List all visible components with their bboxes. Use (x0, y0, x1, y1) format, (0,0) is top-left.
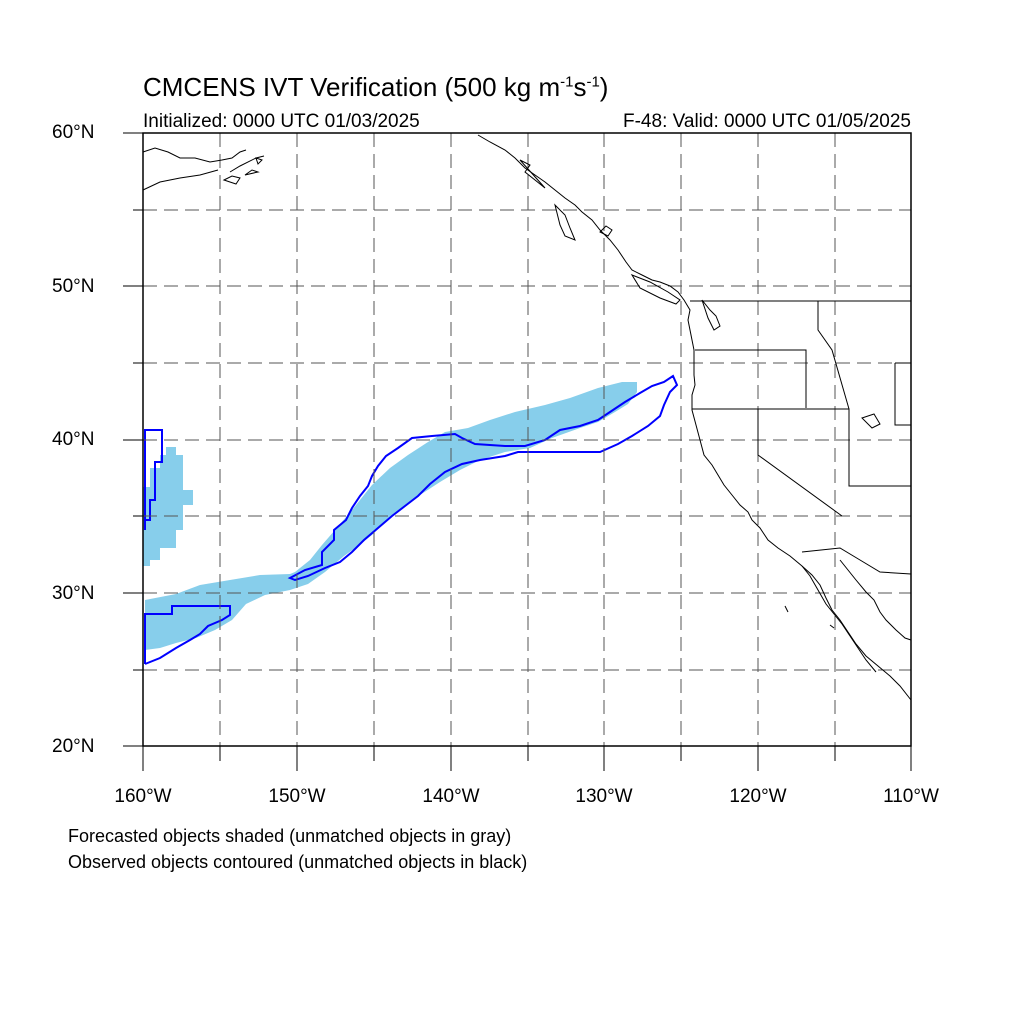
lon-label-120w: 120°W (729, 786, 787, 807)
valid-time: F-48: Valid: 0000 UTC 01/05/2025 (623, 111, 911, 132)
us-state-boundaries (692, 301, 912, 575)
graticule (143, 133, 911, 746)
lon-label-150w: 150°W (268, 786, 326, 807)
tick-marks (123, 132, 912, 771)
lon-label-130w: 130°W (575, 786, 633, 807)
legend-note-observed: Observed objects contoured (unmatched ob… (68, 852, 528, 872)
north-america-coast (477, 134, 912, 701)
bc-islands (519, 159, 681, 305)
lat-label-50n: 50°N (52, 276, 95, 297)
coastlines (142, 134, 912, 701)
puget-sound (701, 299, 721, 331)
political-boundaries (690, 300, 912, 575)
baja-peninsula (801, 559, 912, 673)
legend-note-forecast: Forecasted objects shaded (unmatched obj… (68, 826, 512, 846)
alaska-islands (222, 157, 263, 185)
initialized-time: Initialized: 0000 UTC 01/03/2025 (143, 111, 420, 132)
lon-label-110w: 110°W (883, 786, 939, 807)
lake (861, 413, 881, 429)
lat-label-40n: 40°N (52, 429, 95, 450)
lat-label-60n: 60°N (52, 122, 95, 143)
lat-label-30n: 30°N (52, 583, 95, 604)
observed-objects (144, 374, 679, 665)
observed-object-southwest (144, 605, 231, 665)
lat-label-20n: 20°N (52, 736, 95, 757)
chart-title: CMCENS IVT Verification (500 kg m-1s-1) (143, 72, 609, 102)
lon-label-140w: 140°W (422, 786, 480, 807)
gulf-islands (784, 605, 835, 629)
observed-object-pacific-river (287, 374, 679, 582)
lon-label-160w: 160°W (114, 786, 172, 807)
observed-object-northwest (144, 429, 163, 530)
alaska-coast (142, 147, 265, 191)
